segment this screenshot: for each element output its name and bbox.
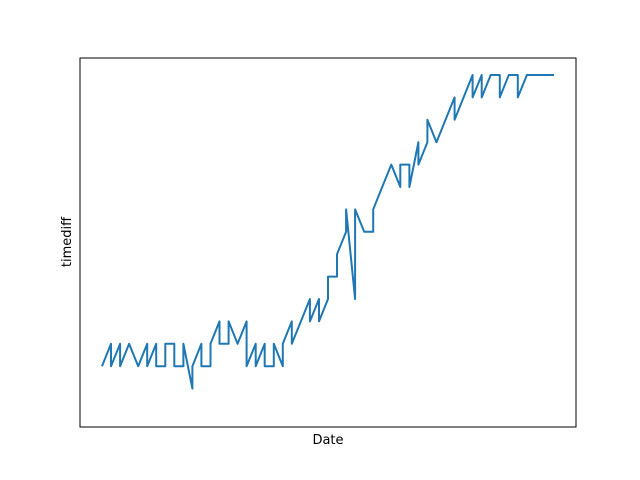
x-axis-label: Date [312, 433, 343, 448]
plot-area [79, 57, 577, 428]
series-layer [101, 74, 554, 390]
series-line-0 [101, 74, 554, 390]
y-axis-label: timediff [60, 216, 75, 267]
